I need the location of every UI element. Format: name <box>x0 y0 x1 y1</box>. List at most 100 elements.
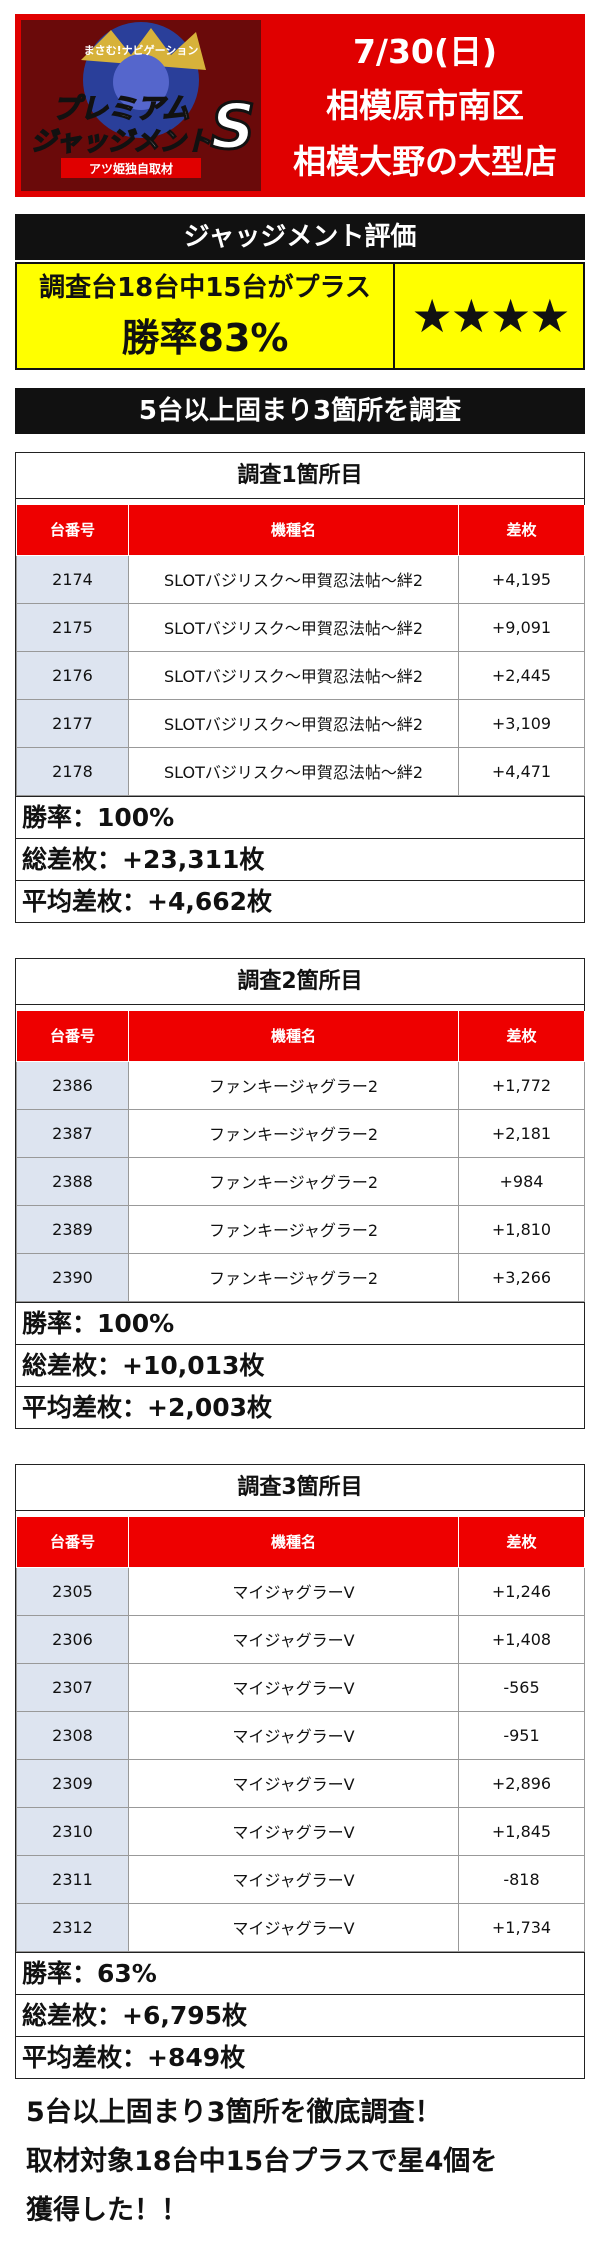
machine-model: ファンキージャグラー2 <box>128 1204 459 1254</box>
machine-number: 2310 <box>16 1806 129 1856</box>
machine-model: マイジャグラーV <box>128 1806 459 1856</box>
table-row: 2176 SLOTバジリスク～甲賀忍法帖～絆2 +2,445 <box>16 650 585 700</box>
section-win-rate: 勝率：100% <box>16 795 584 838</box>
machine-number: 2306 <box>16 1614 129 1664</box>
machine-model: マイジャグラーV <box>128 1902 459 1952</box>
machine-model: ファンキージャグラー2 <box>128 1156 459 1206</box>
footer-summary: 5台以上固まり3箇所を徹底調査！ 取材対象18台中15台プラスで星4個を 獲得し… <box>26 2088 586 2235</box>
machine-number: 2308 <box>16 1710 129 1760</box>
judgment-summary-cell: 調査台18台中15台がプラス 勝率83% <box>17 264 395 368</box>
table-row: 2311 マイジャグラーV -818 <box>16 1854 585 1904</box>
table-row: 2387 ファンキージャグラー2 +2,181 <box>16 1108 585 1158</box>
machine-model: ファンキージャグラー2 <box>128 1108 459 1158</box>
table-header-row: 台番号 機種名 差枚 <box>16 1517 585 1568</box>
table-row: 2307 マイジャグラーV -565 <box>16 1662 585 1712</box>
footer-line-3: 獲得した！！ <box>26 2195 188 2226</box>
column-header-diff: 差枚 <box>458 1517 585 1568</box>
machine-number: 2387 <box>16 1108 129 1158</box>
machine-model: マイジャグラーV <box>128 1854 459 1904</box>
table-row: 2175 SLOTバジリスク～甲賀忍法帖～絆2 +9,091 <box>16 602 585 652</box>
machine-number: 2176 <box>16 650 129 700</box>
table-row: 2305 マイジャグラーV +1,246 <box>16 1566 585 1616</box>
machine-number: 2312 <box>16 1902 129 1952</box>
header-banner: まさむ!ナビゲーション プレミアム ジャッジメント S アツ姫独自取材 7/30… <box>15 14 585 197</box>
coin-diff: +9,091 <box>458 602 585 652</box>
coin-diff: +1,845 <box>458 1806 585 1856</box>
table-row: 2174 SLOTバジリスク～甲賀忍法帖～絆2 +4,195 <box>16 554 585 604</box>
machine-number: 2311 <box>16 1854 129 1904</box>
coin-diff: +4,471 <box>458 746 585 796</box>
column-header-diff: 差枚 <box>458 505 585 556</box>
logo-title-line2: ジャッジメント <box>31 127 212 157</box>
machine-model: ファンキージャグラー2 <box>128 1252 459 1302</box>
coin-diff: +1,246 <box>458 1566 585 1616</box>
report-area: 相模原市南区 <box>326 86 524 125</box>
coin-diff: -951 <box>458 1710 585 1760</box>
machine-model: マイジャグラーV <box>128 1710 459 1760</box>
machine-number: 2309 <box>16 1758 129 1808</box>
machine-model: マイジャグラーV <box>128 1758 459 1808</box>
section-win-rate: 勝率：63% <box>16 1951 584 1994</box>
section-total-diff: 総差枚：+6,795枚 <box>16 1993 584 2036</box>
survey-heading: 5台以上固まり3箇所を調査 <box>15 388 585 434</box>
judgment-heading: ジャッジメント評価 <box>15 214 585 260</box>
table-row: 2177 SLOTバジリスク～甲賀忍法帖～絆2 +3,109 <box>16 698 585 748</box>
coin-diff: +2,181 <box>458 1108 585 1158</box>
survey-section-3: 調査3箇所目 台番号 機種名 差枚 2305 マイジャグラーV +1,246 230… <box>15 1464 585 2079</box>
machine-number: 2386 <box>16 1060 129 1110</box>
column-header-model: 機種名 <box>128 1011 459 1062</box>
machine-model: SLOTバジリスク～甲賀忍法帖～絆2 <box>128 698 459 748</box>
coin-diff: +3,266 <box>458 1252 585 1302</box>
survey-section-1: 調査1箇所目 台番号 機種名 差枚 2174 SLOTバジリスク～甲賀忍法帖～絆2… <box>15 452 585 923</box>
section-title: 調査1箇所目 <box>16 453 584 499</box>
machine-number: 2177 <box>16 698 129 748</box>
judgment-win-rate: 勝率83% <box>121 316 289 360</box>
report-date: 7/30(日) <box>352 32 498 71</box>
table-header-row: 台番号 機種名 差枚 <box>16 1011 585 1062</box>
logo-emblem: S <box>211 90 256 163</box>
machine-number: 2307 <box>16 1662 129 1712</box>
table-row: 2309 マイジャグラーV +2,896 <box>16 1758 585 1808</box>
star-rating: ★★★★ <box>411 289 571 343</box>
coin-diff: +3,109 <box>458 698 585 748</box>
coin-diff: +984 <box>458 1156 585 1206</box>
machine-table: 台番号 機種名 差枚 2386 ファンキージャグラー2 +1,772 2387 ファン… <box>16 1011 585 1302</box>
machine-model: SLOTバジリスク～甲賀忍法帖～絆2 <box>128 602 459 652</box>
machine-model: SLOTバジリスク～甲賀忍法帖～絆2 <box>128 746 459 796</box>
table-row: 2312 マイジャグラーV +1,734 <box>16 1902 585 1952</box>
machine-number: 2174 <box>16 554 129 604</box>
section-average-diff: 平均差枚：+849枚 <box>16 2035 584 2078</box>
table-row: 2310 マイジャグラーV +1,845 <box>16 1806 585 1856</box>
section-total-diff: 総差枚：+23,311枚 <box>16 837 584 880</box>
footer-line-2: 取材対象18台中15台プラスで星4個を <box>26 2146 498 2177</box>
machine-number: 2305 <box>16 1566 129 1616</box>
footer-line-1: 5台以上固まり3箇所を徹底調査！ <box>26 2097 442 2128</box>
section-total-diff: 総差枚：+10,013枚 <box>16 1343 584 1386</box>
section-title: 調査2箇所目 <box>16 959 584 1005</box>
judgment-summary: 調査台18台中15台がプラス <box>39 273 371 303</box>
coin-diff: +1,734 <box>458 1902 585 1952</box>
machine-number: 2389 <box>16 1204 129 1254</box>
machine-number: 2175 <box>16 602 129 652</box>
machine-number: 2390 <box>16 1252 129 1302</box>
table-row: 2389 ファンキージャグラー2 +1,810 <box>16 1204 585 1254</box>
survey-section-2: 調査2箇所目 台番号 機種名 差枚 2386 ファンキージャグラー2 +1,772 … <box>15 958 585 1429</box>
table-row: 2308 マイジャグラーV -951 <box>16 1710 585 1760</box>
coin-diff: +1,772 <box>458 1060 585 1110</box>
section-title: 調査3箇所目 <box>16 1465 584 1511</box>
header-info: 7/30(日) 相模原市南区 相模大野の大型店 <box>265 14 585 197</box>
table-header-row: 台番号 機種名 差枚 <box>16 505 585 556</box>
coin-diff: +1,810 <box>458 1204 585 1254</box>
table-row: 2390 ファンキージャグラー2 +3,266 <box>16 1252 585 1302</box>
machine-model: SLOTバジリスク～甲賀忍法帖～絆2 <box>128 554 459 604</box>
column-header-number: 台番号 <box>16 1517 129 1568</box>
report-store: 相模大野の大型店 <box>293 142 557 181</box>
machine-model: SLOTバジリスク～甲賀忍法帖～絆2 <box>128 650 459 700</box>
machine-model: マイジャグラーV <box>128 1614 459 1664</box>
coin-diff: +4,195 <box>458 554 585 604</box>
machine-table: 台番号 機種名 差枚 2174 SLOTバジリスク～甲賀忍法帖～絆2 +4,195 … <box>16 505 585 796</box>
section-win-rate: 勝率：100% <box>16 1301 584 1344</box>
logo-title-line1: プレミアム <box>52 92 190 125</box>
machine-model: ファンキージャグラー2 <box>128 1060 459 1110</box>
machine-table: 台番号 機種名 差枚 2305 マイジャグラーV +1,246 2306 マイジャグラ… <box>16 1517 585 1952</box>
